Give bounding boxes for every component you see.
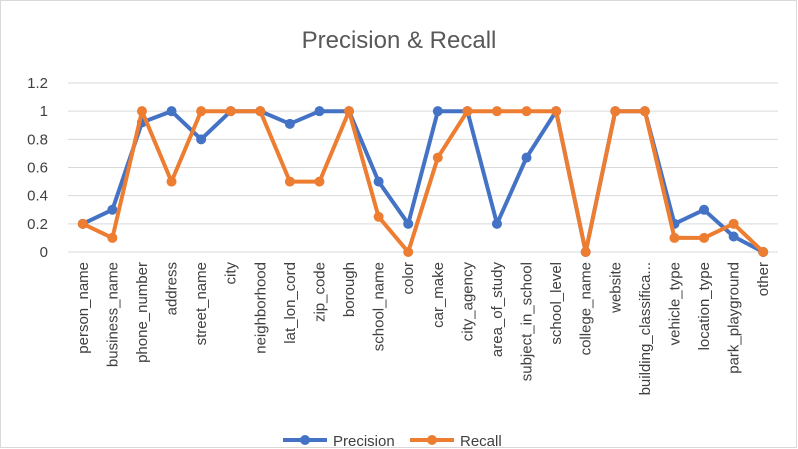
precision-point (373, 176, 384, 187)
recall-point (225, 106, 236, 117)
x-tick-label: borough (341, 262, 358, 317)
x-tick-label: lat_lon_cord (282, 262, 299, 344)
x-tick-label: vehicle_type (666, 262, 683, 345)
x-tick-label: business_name (104, 262, 121, 367)
recall-series (77, 106, 769, 257)
recall-point (196, 106, 207, 117)
recall-point (758, 247, 769, 257)
y-tick-label: 0 (40, 244, 48, 261)
y-tick-label: 0.4 (27, 188, 48, 205)
x-tick-label: phone_number (134, 262, 151, 363)
legend-point-marker (427, 435, 437, 445)
recall-point (462, 106, 473, 117)
precision-point (432, 106, 443, 117)
recall-point (728, 218, 739, 229)
y-tick-label: 0.6 (27, 160, 48, 177)
precision-point (314, 106, 325, 117)
x-tick-label: park_playground (726, 262, 743, 374)
recall-point (107, 232, 118, 243)
recall-point (610, 106, 621, 117)
y-tick-label: 1 (40, 103, 48, 120)
y-tick-label: 0.8 (27, 131, 48, 148)
precision-point (196, 134, 207, 145)
gridlines (68, 82, 778, 253)
y-axis-tick-labels: 0 0.2 0.4 0.6 0.8 1 1.2 (27, 75, 48, 261)
x-tick-label: city_agency (459, 262, 476, 342)
recall-point (521, 106, 532, 117)
recall-point (136, 106, 147, 117)
precision-point (166, 106, 177, 117)
precision-series (77, 106, 769, 257)
recall-point (669, 232, 680, 243)
x-tick-label: city (223, 262, 240, 285)
x-axis-tick-labels: person_name business_name phone_number addr… (75, 262, 772, 396)
x-tick-label: other (755, 262, 772, 296)
precision-point (728, 231, 739, 242)
y-tick-label: 1.2 (27, 75, 48, 92)
precision-point (521, 152, 532, 163)
x-tick-label: school_level (548, 262, 565, 345)
x-tick-label: area_of_study (489, 262, 506, 358)
recall-point (314, 176, 325, 187)
recall-point (77, 218, 88, 229)
recall-point (403, 247, 414, 257)
precision-point (491, 218, 502, 229)
precision-point (403, 218, 414, 229)
x-tick-label: address (164, 262, 181, 315)
recall-point (699, 232, 710, 243)
series-layer (77, 106, 769, 257)
recall-point (639, 106, 650, 117)
x-tick-label: school_name (371, 262, 388, 351)
x-tick-label: neighborhood (252, 262, 269, 354)
x-tick-label: location_type (696, 262, 713, 350)
legend-item-precision: Precision (283, 433, 395, 449)
recall-point (551, 106, 562, 117)
recall-point (580, 247, 591, 257)
x-tick-label: color (400, 262, 417, 295)
precision-point (107, 204, 118, 215)
x-tick-label: street_name (193, 262, 210, 345)
x-tick-label: subject_in_school (519, 262, 536, 381)
legend-label: Precision (333, 433, 395, 449)
x-tick-label: person_name (75, 262, 92, 354)
recall-point (255, 106, 266, 117)
legend-item-recall: Recall (410, 433, 502, 449)
recall-point (373, 211, 384, 222)
recall-point (166, 176, 177, 187)
recall-line (80, 109, 766, 254)
recall-point (491, 106, 502, 117)
x-tick-label: car_make (430, 262, 447, 328)
precision-point (699, 204, 710, 215)
chart-title: Precision & Recall (302, 27, 497, 54)
x-tick-label: zip_code (311, 262, 328, 322)
y-tick-label: 0.2 (27, 216, 48, 233)
x-tick-label: website (607, 262, 624, 314)
x-tick-label: building_classifica... (637, 262, 654, 395)
legend-label: Recall (460, 433, 502, 449)
precision-point (284, 118, 295, 129)
recall-point (432, 152, 443, 163)
legend-point-marker (300, 435, 310, 445)
recall-point (284, 176, 295, 187)
legend: Precision Recall (283, 433, 502, 449)
x-tick-label: college_name (578, 262, 595, 355)
recall-point (344, 106, 355, 117)
